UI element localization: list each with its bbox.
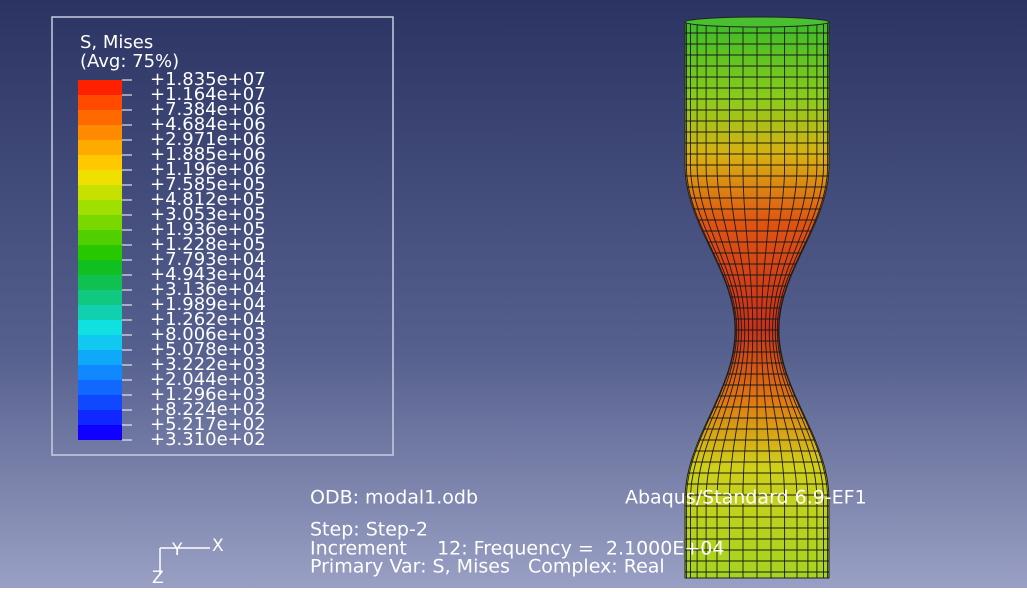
legend-band — [78, 290, 122, 305]
legend-band — [78, 350, 122, 365]
legend-band — [78, 230, 122, 245]
legend-band — [78, 305, 122, 320]
info-solver: Abaqus/Standard 6.9-EF1 — [625, 487, 867, 509]
legend-band — [78, 245, 122, 260]
legend-band — [78, 140, 122, 155]
legend-band — [78, 110, 122, 125]
legend-band — [78, 170, 122, 185]
legend-band — [78, 185, 122, 200]
legend-band — [78, 80, 122, 95]
legend-band — [78, 125, 122, 140]
legend-band — [78, 380, 122, 395]
top-cap — [685, 17, 829, 27]
triad-z: Z — [152, 568, 164, 588]
viewport: S, Mises (Avg: 75%) +1.835e+07+1.164e+07… — [0, 0, 1027, 588]
legend-band — [78, 320, 122, 335]
legend-band — [78, 335, 122, 350]
legend-band — [78, 425, 122, 440]
triad-x: X — [212, 536, 224, 556]
legend: +1.835e+07+1.164e+07+7.384e+06+4.684e+06… — [78, 69, 266, 450]
legend-label: +3.310e+02 — [150, 429, 266, 450]
legend-band — [78, 365, 122, 380]
legend-band — [78, 260, 122, 275]
legend-title: S, Mises — [80, 32, 153, 53]
legend-band — [78, 215, 122, 230]
legend-band — [78, 395, 122, 410]
legend-band — [78, 410, 122, 425]
info-odb: ODB: modal1.odb — [310, 487, 478, 509]
legend-band — [78, 200, 122, 215]
legend-band — [78, 275, 122, 290]
legend-band — [78, 95, 122, 110]
legend-band — [78, 155, 122, 170]
triad-y: Y — [171, 540, 183, 560]
info-primary: Primary Var: S, Mises Complex: Real — [310, 556, 665, 578]
